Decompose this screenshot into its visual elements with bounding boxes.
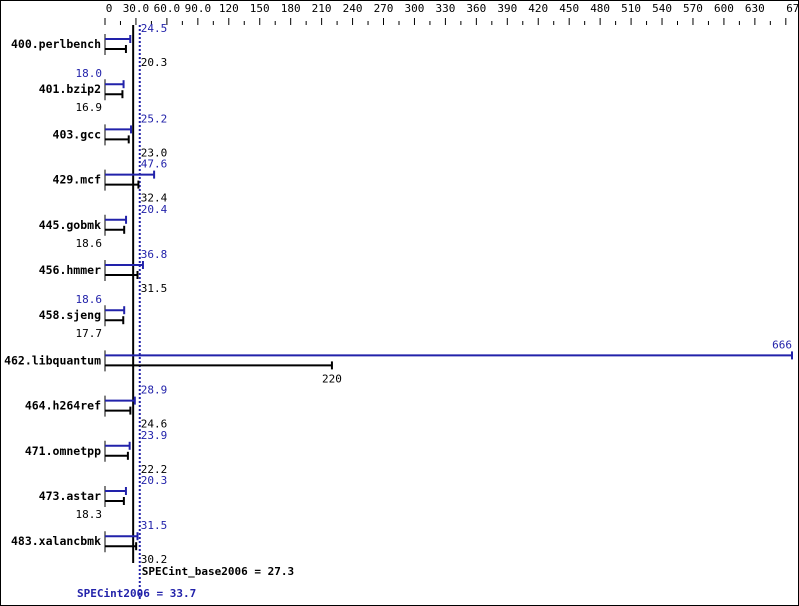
x-tick-label: 30.0 — [123, 2, 150, 15]
peak-value-label: 18.0 — [76, 67, 103, 80]
peak-value-label: 23.9 — [141, 429, 168, 442]
peak-value-label: 28.9 — [141, 384, 168, 397]
x-tick-label: 570 — [683, 2, 703, 15]
x-tick-label: 420 — [528, 2, 548, 15]
benchmark-label: 458.sjeng — [39, 308, 101, 322]
benchmark-label: 429.mcf — [53, 173, 102, 187]
peak-value-label: 666 — [772, 338, 792, 351]
x-tick-label: 360 — [466, 2, 486, 15]
base-value-label: 30.2 — [141, 553, 168, 566]
x-tick-label: 390 — [497, 2, 517, 15]
peak-value-label: 31.5 — [141, 519, 168, 532]
x-tick-label: 60.0 — [154, 2, 181, 15]
base-value-label: 32.4 — [141, 192, 168, 205]
peak-value-label: 47.6 — [141, 158, 168, 171]
x-tick-label: 510 — [621, 2, 641, 15]
peak-value-label: 20.4 — [141, 203, 168, 216]
base-value-label: 220 — [322, 372, 342, 385]
x-tick-label: 150 — [250, 2, 270, 15]
x-tick-label: 0 — [106, 2, 113, 15]
x-tick-label: 630 — [745, 2, 765, 15]
peak-value-label: 36.8 — [141, 248, 168, 261]
x-tick-label: 600 — [714, 2, 734, 15]
x-tick-label: 90.0 — [185, 2, 212, 15]
benchmark-label: 403.gcc — [53, 127, 101, 141]
base-value-label: 18.3 — [76, 508, 103, 521]
x-tick-label: 670 — [786, 2, 798, 15]
benchmark-label: 445.gobmk — [39, 218, 101, 232]
x-tick-label: 450 — [559, 2, 579, 15]
peak-value-label: 18.6 — [76, 293, 103, 306]
base-value-label: 18.6 — [76, 237, 103, 250]
peak-value-label: 24.5 — [141, 22, 168, 35]
base-value-label: 20.3 — [141, 56, 168, 69]
benchmark-label: 483.xalancbmk — [11, 534, 101, 548]
base-score-label: SPECint_base2006 = 27.3 — [142, 565, 294, 578]
benchmark-label: 473.astar — [39, 489, 101, 503]
benchmark-label: 401.bzip2 — [39, 82, 101, 96]
peak-score-label: SPECint2006 = 33.7 — [77, 587, 196, 600]
benchmark-label: 456.hmmer — [39, 263, 101, 277]
benchmark-label: 462.libquantum — [4, 353, 101, 367]
benchmark-label: 471.omnetpp — [25, 444, 101, 458]
x-tick-label: 540 — [652, 2, 672, 15]
peak-value-label: 20.3 — [141, 474, 168, 487]
x-tick-label: 120 — [219, 2, 239, 15]
base-value-label: 24.6 — [141, 418, 168, 431]
base-value-label: 22.2 — [141, 463, 168, 476]
x-tick-label: 330 — [435, 2, 455, 15]
x-tick-label: 300 — [405, 2, 425, 15]
x-tick-label: 180 — [281, 2, 301, 15]
base-value-label: 23.0 — [141, 146, 168, 159]
x-tick-label: 480 — [590, 2, 610, 15]
x-tick-label: 210 — [312, 2, 332, 15]
base-value-label: 31.5 — [141, 282, 168, 295]
benchmark-label: 464.h264ref — [25, 399, 101, 413]
benchmark-label: 400.perlbench — [11, 37, 101, 51]
base-value-label: 16.9 — [76, 101, 103, 114]
x-tick-label: 270 — [374, 2, 394, 15]
peak-value-label: 25.2 — [141, 112, 168, 125]
base-value-label: 17.7 — [76, 327, 103, 340]
x-tick-label: 240 — [343, 2, 363, 15]
